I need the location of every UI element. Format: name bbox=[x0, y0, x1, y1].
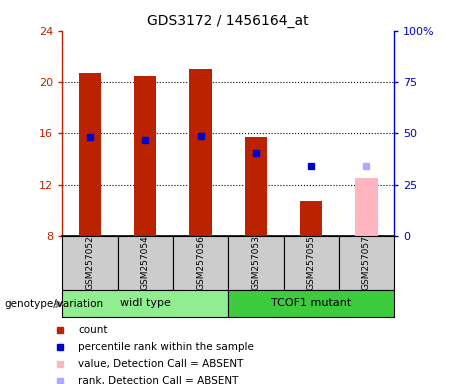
Text: percentile rank within the sample: percentile rank within the sample bbox=[78, 343, 254, 353]
Bar bbox=[173, 236, 228, 290]
Bar bbox=[245, 137, 267, 236]
Bar bbox=[134, 76, 156, 236]
Text: value, Detection Call = ABSENT: value, Detection Call = ABSENT bbox=[78, 359, 244, 369]
Text: TCOF1 mutant: TCOF1 mutant bbox=[271, 298, 351, 308]
Bar bbox=[62, 290, 228, 317]
Text: genotype/variation: genotype/variation bbox=[5, 299, 104, 309]
Text: GSM257055: GSM257055 bbox=[307, 236, 316, 290]
Bar bbox=[228, 236, 284, 290]
Title: GDS3172 / 1456164_at: GDS3172 / 1456164_at bbox=[148, 14, 309, 28]
Bar bbox=[284, 236, 339, 290]
Bar bbox=[228, 290, 394, 317]
Bar bbox=[79, 73, 101, 236]
Bar bbox=[355, 179, 378, 236]
Text: GSM257057: GSM257057 bbox=[362, 236, 371, 290]
Text: widl type: widl type bbox=[120, 298, 171, 308]
Bar bbox=[189, 69, 212, 236]
Text: GSM257053: GSM257053 bbox=[251, 236, 260, 290]
Text: GSM257054: GSM257054 bbox=[141, 236, 150, 290]
Bar bbox=[300, 202, 322, 236]
Text: GSM257052: GSM257052 bbox=[85, 236, 95, 290]
Bar bbox=[62, 236, 118, 290]
Bar bbox=[118, 236, 173, 290]
Text: GSM257056: GSM257056 bbox=[196, 236, 205, 290]
Text: rank, Detection Call = ABSENT: rank, Detection Call = ABSENT bbox=[78, 376, 239, 384]
Text: count: count bbox=[78, 326, 108, 336]
Bar bbox=[339, 236, 394, 290]
